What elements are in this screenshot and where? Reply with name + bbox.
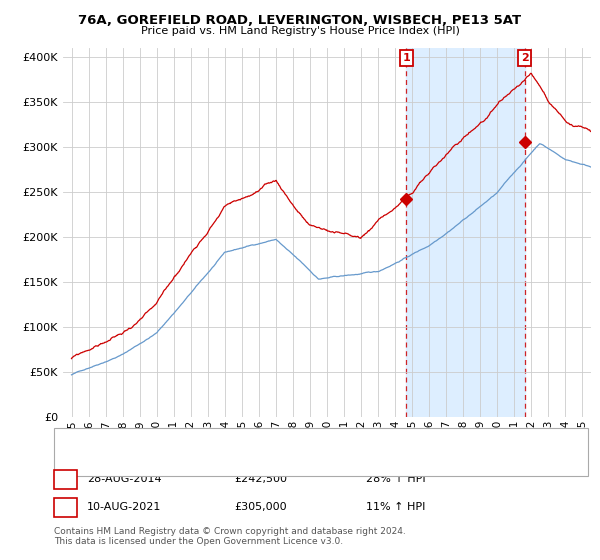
Text: 2: 2 [61, 500, 70, 514]
Text: £305,000: £305,000 [234, 502, 287, 512]
Bar [406, 48, 524, 417]
Text: ——: —— [60, 455, 91, 469]
Text: 76A, GOREFIELD ROAD, LEVERINGTON, WISBECH, PE13 5AT (detached house): 76A, GOREFIELD ROAD, LEVERINGTON, WISBEC… [93, 436, 499, 446]
Text: 1: 1 [61, 472, 70, 486]
Text: ——: —— [60, 433, 91, 448]
Text: 28-AUG-2014: 28-AUG-2014 [87, 474, 161, 484]
Text: 2: 2 [521, 53, 529, 63]
Text: £242,500: £242,500 [234, 474, 287, 484]
Text: 76A, GOREFIELD ROAD, LEVERINGTON, WISBECH, PE13 5AT: 76A, GOREFIELD ROAD, LEVERINGTON, WISBEC… [79, 14, 521, 27]
Text: 28% ↑ HPI: 28% ↑ HPI [366, 474, 425, 484]
Text: HPI: Average price, detached house, Fenland: HPI: Average price, detached house, Fenl… [93, 457, 327, 467]
Text: 1: 1 [403, 53, 410, 63]
Text: Price paid vs. HM Land Registry's House Price Index (HPI): Price paid vs. HM Land Registry's House … [140, 26, 460, 36]
Text: Contains HM Land Registry data © Crown copyright and database right 2024.
This d: Contains HM Land Registry data © Crown c… [54, 526, 406, 546]
Text: 11% ↑ HPI: 11% ↑ HPI [366, 502, 425, 512]
Text: 10-AUG-2021: 10-AUG-2021 [87, 502, 161, 512]
